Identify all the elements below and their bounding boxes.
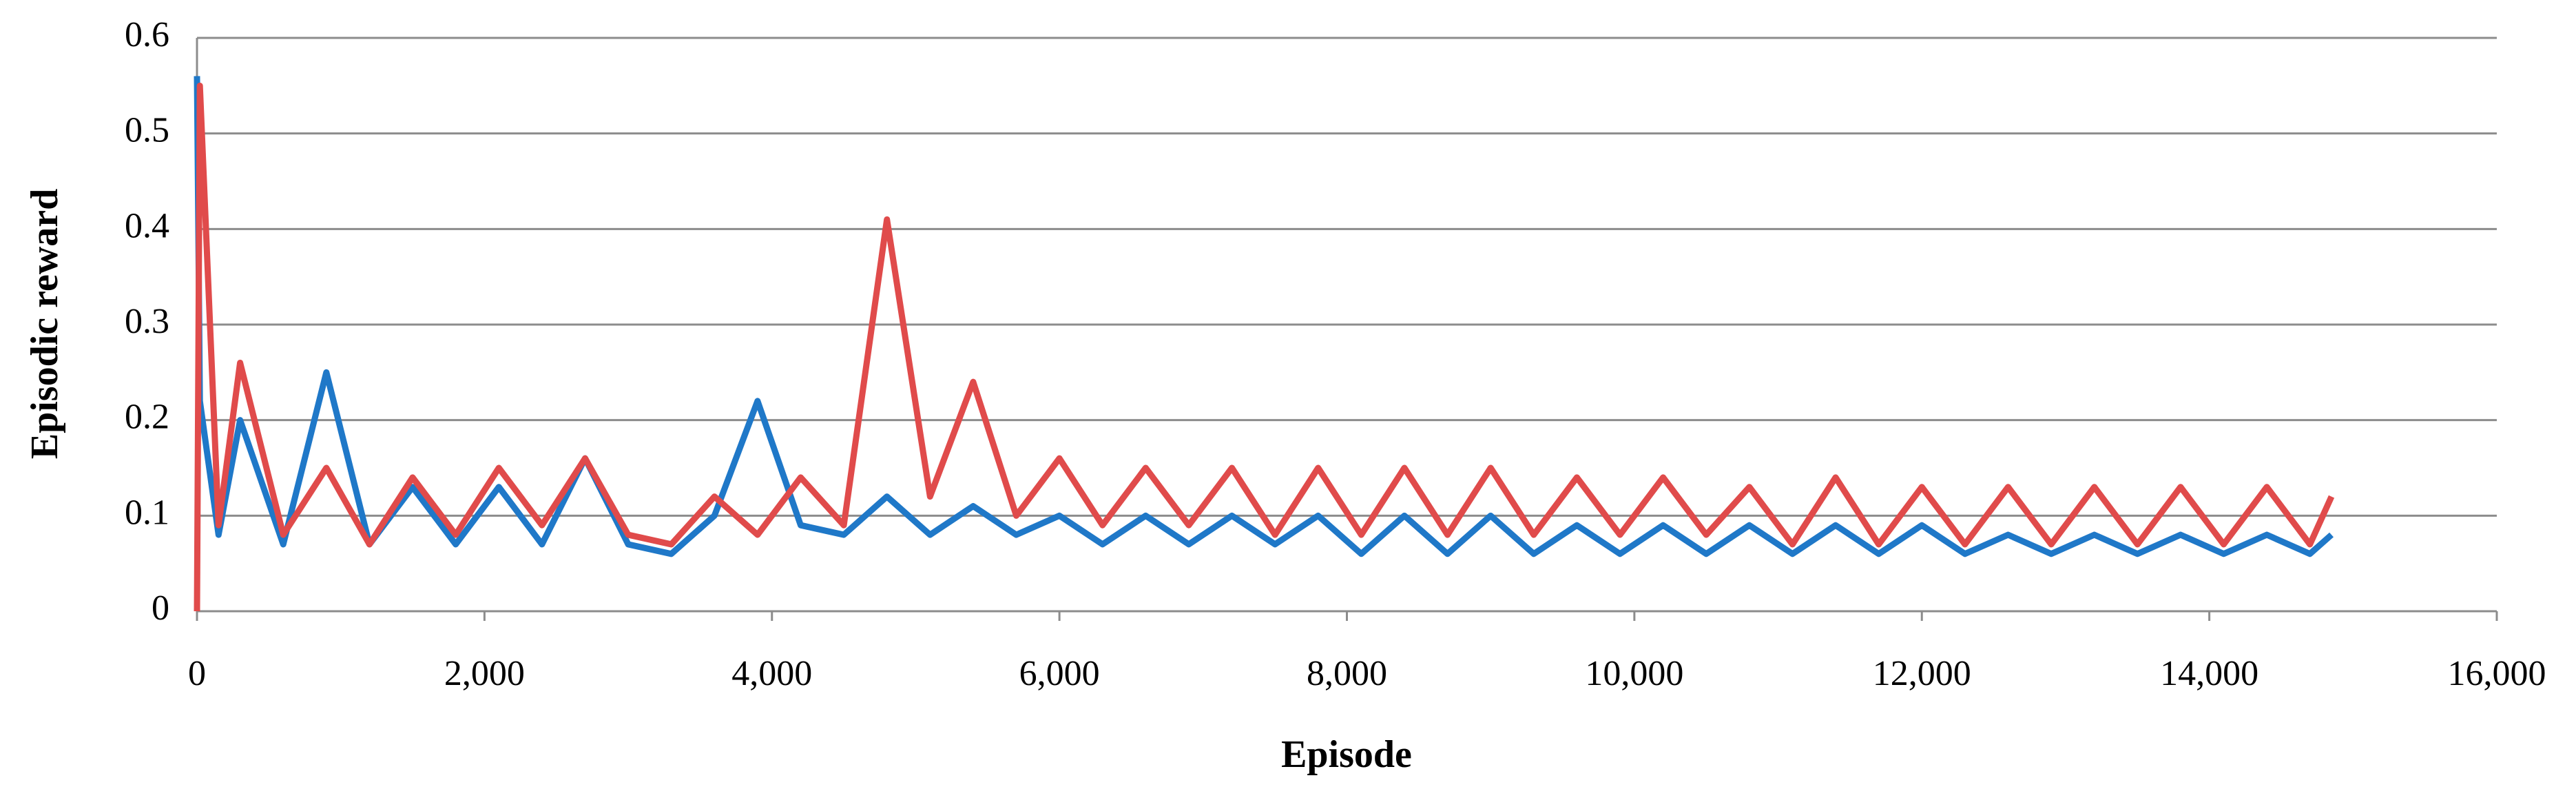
x-axis-title: Episode — [1281, 733, 1412, 776]
x-tick-label: 6,000 — [1019, 654, 1100, 693]
y-tick-label: 0.2 — [125, 398, 169, 437]
y-tick-label: 0.5 — [125, 111, 169, 150]
y-axis-title: Episodic reward — [23, 189, 66, 460]
x-tick-label: 12,000 — [1873, 654, 1971, 693]
series-line — [194, 82, 2335, 612]
x-tick-label: 10,000 — [1585, 654, 1683, 693]
x-tick-label: 0 — [188, 654, 206, 693]
y-tick-label: 0.1 — [125, 493, 169, 532]
x-tick-label: 2,000 — [444, 654, 525, 693]
y-tick-label: 0 — [152, 588, 169, 628]
y-tick-label: 0.4 — [125, 206, 169, 245]
x-tick-label: 8,000 — [1307, 654, 1387, 693]
x-tick-label: 16,000 — [2448, 654, 2546, 693]
y-tick-label: 0.3 — [125, 302, 169, 341]
x-tick-label: 14,000 — [2160, 654, 2258, 693]
y-tick-label: 0.6 — [125, 15, 169, 54]
series-line — [194, 76, 2334, 557]
x-tick-label: 4,000 — [731, 654, 812, 693]
